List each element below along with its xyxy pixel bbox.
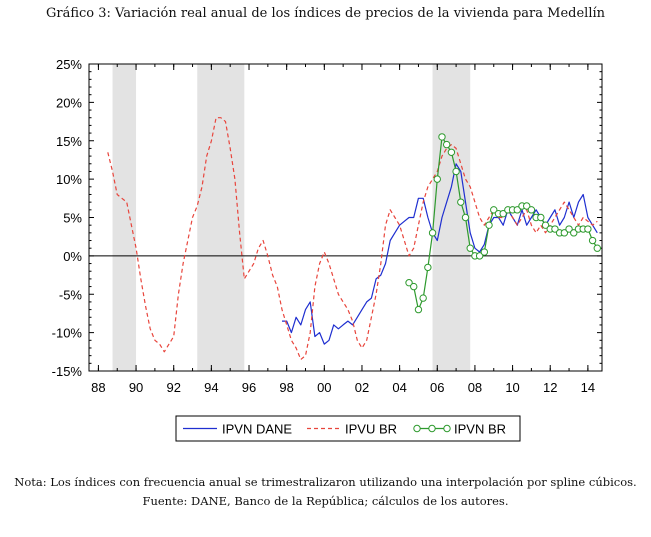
data-point — [513, 206, 521, 214]
chart-title: Gráfico 3: Variación real anual de los í… — [45, 6, 606, 21]
data-point — [452, 167, 460, 176]
data-point — [419, 294, 427, 302]
data-point — [541, 221, 550, 229]
x-tick-label: 10 — [505, 380, 519, 395]
data-point — [442, 140, 451, 149]
data-point — [447, 148, 456, 156]
data-point — [499, 209, 507, 218]
data-point — [485, 221, 493, 229]
y-tick-label: -5% — [59, 287, 83, 302]
x-tick-label: 08 — [468, 380, 482, 395]
legend-marker — [428, 424, 436, 433]
data-point — [593, 244, 601, 252]
data-point — [584, 225, 592, 233]
x-tick-label: 92 — [166, 380, 180, 395]
series-line-ipvu-br — [107, 117, 598, 361]
data-point — [475, 252, 484, 260]
x-tick-label: 06 — [430, 380, 444, 395]
y-tick-label: 0% — [63, 249, 82, 264]
legend-label: IPVN DANE — [222, 422, 292, 437]
shaded-period-2 — [197, 64, 245, 371]
shaded-period-1 — [112, 64, 137, 371]
legend-marker — [443, 424, 451, 433]
legend-label: IPVN BR — [454, 422, 506, 437]
data-point — [490, 206, 498, 214]
x-tick-label: 00 — [317, 380, 331, 395]
plot-area-frame — [88, 63, 603, 372]
legend-marker — [413, 424, 421, 433]
legend: IPVN DANE IPVU BR IPVN BR — [175, 415, 521, 442]
x-tick-label: 02 — [355, 380, 369, 395]
y-tick-label: 5% — [63, 211, 82, 226]
y-tick-label: 15% — [56, 134, 82, 149]
x-tick-label: 94 — [204, 380, 218, 395]
x-tick-label: 14 — [581, 380, 595, 395]
y-tick-label: 20% — [56, 95, 82, 110]
data-point — [438, 133, 446, 141]
data-point — [588, 236, 597, 245]
legend-label: IPVU BR — [345, 422, 397, 437]
data-point — [480, 248, 489, 256]
data-point — [433, 175, 441, 183]
data-point — [522, 202, 531, 210]
x-tick-label: 96 — [242, 380, 256, 395]
data-point — [570, 229, 578, 237]
y-tick-label: -15% — [52, 364, 83, 379]
data-point — [551, 225, 559, 233]
data-point — [560, 229, 569, 237]
x-tick-label: 90 — [129, 380, 143, 395]
axes: -15% -10% -5% 0% 5% 10% 15% 20% 25% 88 90 92 94 96 98 0… — [52, 57, 602, 395]
data-point — [461, 213, 470, 222]
series — [107, 117, 601, 361]
y-tick-label: 25% — [56, 57, 82, 72]
footnote: Nota: Los índices con frecuencia anual s… — [14, 475, 637, 489]
x-tick-label: 88 — [91, 380, 105, 395]
y-tick-label: 10% — [56, 172, 82, 187]
data-point — [424, 263, 432, 272]
x-tick-label: 98 — [279, 380, 293, 395]
data-point — [527, 206, 536, 214]
data-point — [410, 282, 418, 291]
data-point — [565, 225, 573, 233]
data-point — [466, 244, 474, 252]
data-point — [537, 213, 545, 222]
data-point — [405, 279, 413, 287]
y-tick-label: -10% — [52, 326, 83, 341]
data-point — [414, 305, 423, 314]
x-tick-label: 04 — [392, 380, 406, 395]
data-point — [428, 229, 437, 237]
source-note: Fuente: DANE, Banco de la República; cál… — [142, 494, 509, 508]
x-tick-label: 12 — [543, 380, 557, 395]
recession-shading — [112, 64, 471, 371]
data-point — [457, 198, 465, 206]
legend-box — [175, 415, 521, 442]
